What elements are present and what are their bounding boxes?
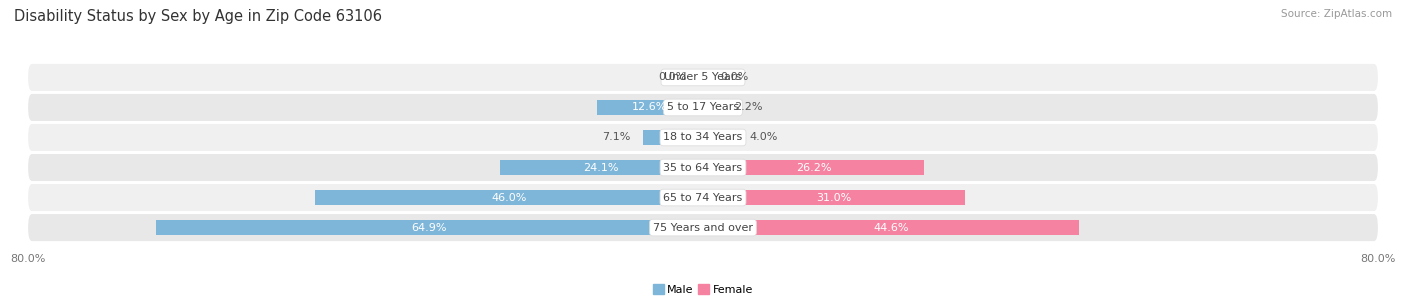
FancyBboxPatch shape	[28, 214, 1378, 241]
FancyBboxPatch shape	[28, 124, 1378, 151]
Bar	[315, 190, 703, 205]
FancyBboxPatch shape	[28, 184, 1378, 211]
Bar	[699, 70, 703, 85]
Text: 7.1%: 7.1%	[602, 132, 630, 142]
Text: 65 to 74 Years: 65 to 74 Years	[664, 192, 742, 203]
Text: 4.0%: 4.0%	[749, 132, 778, 142]
Text: 46.0%: 46.0%	[491, 192, 527, 203]
FancyBboxPatch shape	[28, 154, 1378, 181]
Bar	[703, 160, 924, 175]
Bar	[499, 160, 703, 175]
Bar	[703, 70, 707, 85]
Bar	[703, 190, 965, 205]
Bar	[703, 100, 721, 115]
Bar	[643, 130, 703, 145]
Text: 35 to 64 Years: 35 to 64 Years	[664, 163, 742, 173]
Text: 26.2%: 26.2%	[796, 163, 831, 173]
Text: Disability Status by Sex by Age in Zip Code 63106: Disability Status by Sex by Age in Zip C…	[14, 9, 382, 24]
Bar	[596, 100, 703, 115]
Text: 18 to 34 Years: 18 to 34 Years	[664, 132, 742, 142]
FancyBboxPatch shape	[28, 64, 1378, 91]
Text: 64.9%: 64.9%	[412, 223, 447, 233]
Text: 75 Years and over: 75 Years and over	[652, 223, 754, 233]
Text: 12.6%: 12.6%	[633, 102, 668, 113]
Bar	[156, 220, 703, 235]
Text: 44.6%: 44.6%	[873, 223, 908, 233]
Text: Source: ZipAtlas.com: Source: ZipAtlas.com	[1281, 9, 1392, 19]
Text: 31.0%: 31.0%	[815, 192, 852, 203]
Text: 5 to 17 Years: 5 to 17 Years	[666, 102, 740, 113]
Bar	[703, 130, 737, 145]
Legend: Male, Female: Male, Female	[648, 280, 758, 299]
Text: 0.0%: 0.0%	[658, 72, 686, 82]
Bar	[703, 220, 1080, 235]
Text: 2.2%: 2.2%	[734, 102, 762, 113]
Text: 24.1%: 24.1%	[583, 163, 619, 173]
Text: 0.0%: 0.0%	[720, 72, 748, 82]
Text: Under 5 Years: Under 5 Years	[665, 72, 741, 82]
FancyBboxPatch shape	[28, 94, 1378, 121]
